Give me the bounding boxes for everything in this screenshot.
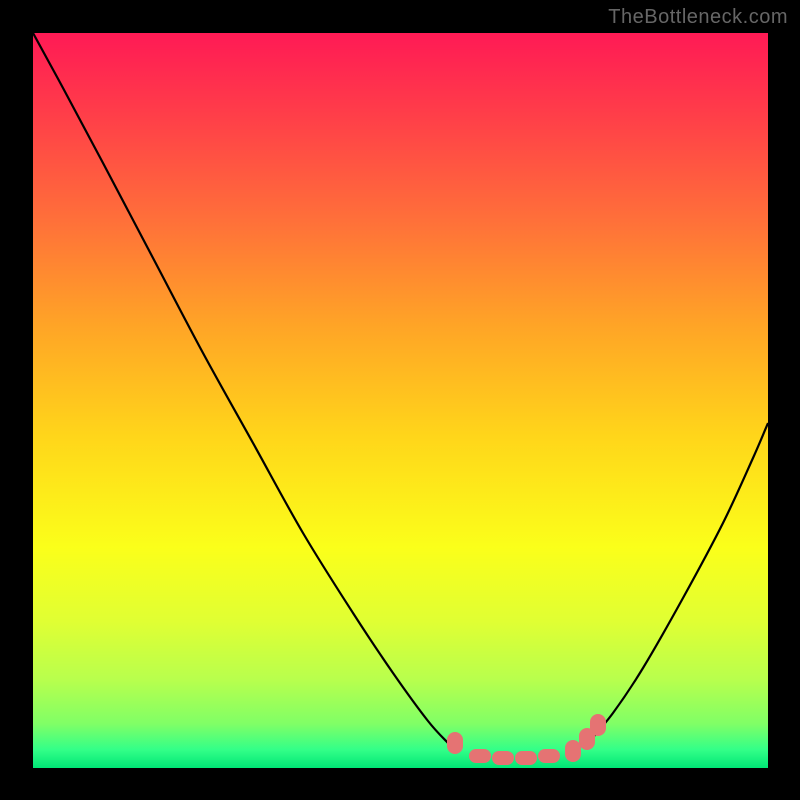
plot-area xyxy=(33,33,768,768)
flat-region-marker xyxy=(447,732,463,754)
watermark-text: TheBottleneck.com xyxy=(608,6,788,29)
curve-right-branch xyxy=(588,423,768,743)
flat-region-marker xyxy=(515,751,537,765)
flat-region-marker xyxy=(590,714,606,736)
flat-region-marker xyxy=(538,749,560,763)
flat-region-marker xyxy=(469,749,491,763)
curve-layer xyxy=(33,33,768,768)
curve-left-branch xyxy=(33,33,448,743)
flat-region-marker xyxy=(492,751,514,765)
